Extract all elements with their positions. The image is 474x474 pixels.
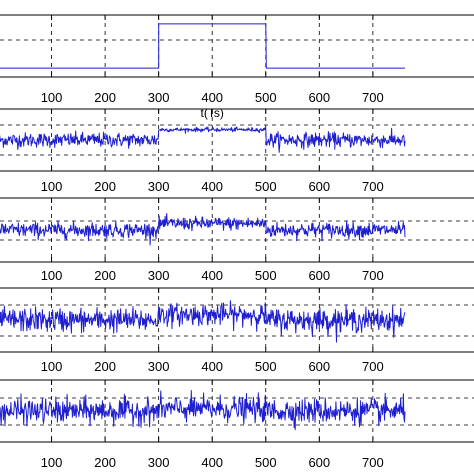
subplot-4: 100 200 300 400 500 600 700 [0,287,474,374]
x-tick-label: 400 [201,455,223,470]
x-tick-label: 700 [362,455,384,470]
signal-line [0,23,405,69]
x-tick-label: 200 [94,455,116,470]
x-tick-label: 500 [255,268,277,283]
plot-frame [0,287,474,353]
signal-line [0,126,406,153]
x-tick-label: 200 [94,179,116,194]
x-tick-label: 100 [41,268,63,283]
x-tick-label: 400 [201,90,223,105]
x-tick-label: 500 [255,359,277,374]
x-tick-label: 600 [308,455,330,470]
x-tick-label: 100 [41,455,63,470]
signal-line [0,213,406,246]
subplot-5: 100 200 300 400 500 600 700 [0,379,474,470]
plot-frame [0,14,474,78]
x-tick-label: 600 [308,359,330,374]
x-tick-label: 100 [41,359,63,374]
x-tick-label: 400 [201,179,223,194]
plot-frame [0,379,474,443]
x-tick-label: 700 [362,179,384,194]
x-tick-label: 700 [362,90,384,105]
x-tick-label: 200 [94,268,116,283]
signal-line [0,390,406,431]
x-tick-label: 300 [148,179,170,194]
x-axis-label: t(Ts) [201,106,224,120]
subplot-3: 100 200 300 400 500 600 700 [0,197,474,283]
x-tick-label: 400 [201,359,223,374]
x-tick-label: 300 [148,90,170,105]
x-tick-label: 300 [148,268,170,283]
plot-frame [0,197,474,263]
x-tick-label: 300 [148,359,170,374]
x-tick-label: 700 [362,359,384,374]
plot-frame [0,108,474,172]
x-tick-label: 100 [41,179,63,194]
x-tick-label: 100 [41,90,63,105]
x-tick-label: 600 [308,179,330,194]
x-tick-label: 700 [362,268,384,283]
x-tick-label: 200 [94,359,116,374]
x-tick-label: 500 [255,90,277,105]
signal-line [0,300,406,343]
x-tick-label: 300 [148,455,170,470]
x-tick-label: 600 [308,268,330,283]
x-tick-label: 600 [308,90,330,105]
x-tick-label: 400 [201,268,223,283]
x-tick-label: 500 [255,179,277,194]
x-tick-label: 500 [255,455,277,470]
x-tick-label: 200 [94,90,116,105]
subplot-1: 100 200 300 400 500 600 700 [0,14,474,105]
subplot-2: 100 200 300 400 500 600 700 t(Ts) [0,106,474,194]
